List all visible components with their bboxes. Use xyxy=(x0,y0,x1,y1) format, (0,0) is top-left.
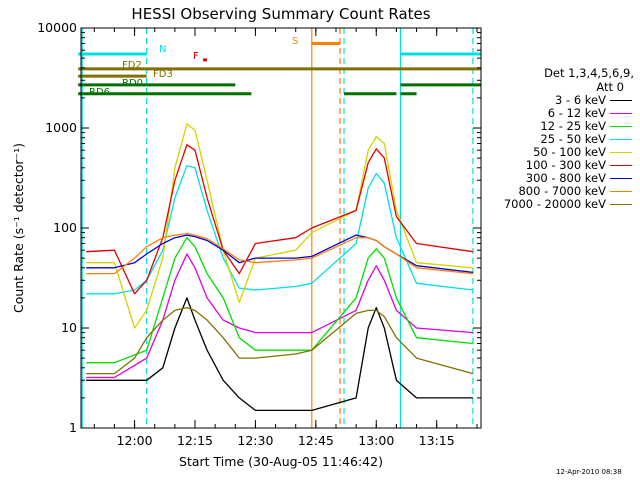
x-tick-label: 13:15 xyxy=(419,433,455,448)
legend-swatch xyxy=(610,113,632,114)
series-line xyxy=(86,144,473,295)
legend-entry-label: 6 - 12 keV xyxy=(547,106,606,120)
legend-entry-label: 12 - 25 keV xyxy=(540,119,606,133)
legend-swatch xyxy=(610,204,632,205)
legend-entry-label: 800 - 7000 keV xyxy=(518,184,606,198)
series-line xyxy=(86,232,473,275)
series-line xyxy=(86,237,473,364)
status-marker-label: RD6 xyxy=(89,87,110,98)
status-marker-label: FD3 xyxy=(153,69,173,80)
y-tick-label: 10 xyxy=(61,320,77,335)
legend-swatch xyxy=(610,152,632,153)
status-marker-label: FD2 xyxy=(122,60,142,71)
status-marker-label: N xyxy=(159,44,166,55)
legend-entry-label: 7000 - 20000 keV xyxy=(503,197,606,211)
legend-entry: 800 - 7000 keV xyxy=(478,185,634,198)
legend-entry: 50 - 100 keV xyxy=(478,146,634,159)
status-marker-label: S xyxy=(292,36,298,47)
legend-entry-label: 100 - 300 keV xyxy=(525,158,606,172)
legend-entry-label: 25 - 50 keV xyxy=(540,132,606,146)
render-timestamp: 12-Apr-2010 08:38 xyxy=(556,468,622,476)
y-axis-label: Count Rate (s⁻¹ detector⁻¹) xyxy=(11,143,26,313)
legend-entry: 6 - 12 keV xyxy=(478,107,634,120)
x-tick-label: 12:15 xyxy=(177,433,213,448)
y-tick-label: 1000 xyxy=(45,120,77,135)
legend-swatch xyxy=(610,191,632,192)
legend-swatch xyxy=(610,165,632,166)
series-line xyxy=(86,306,474,375)
series-line xyxy=(86,123,473,329)
legend-header-line: Att 0 xyxy=(596,80,624,94)
status-marker-label: RD0 xyxy=(122,78,143,89)
series-line xyxy=(86,253,473,379)
legend-swatch xyxy=(610,100,632,101)
legend-entry: 300 - 800 keV xyxy=(478,172,634,185)
x-tick-label: 12:45 xyxy=(298,433,334,448)
status-marker-label: F xyxy=(193,51,199,62)
legend-entry: 7000 - 20000 keV xyxy=(478,198,634,211)
legend-swatch xyxy=(610,139,632,140)
legend-swatch xyxy=(610,126,632,127)
legend-header-line: Det 1,3,4,5,6,9, xyxy=(544,66,634,80)
legend-entry-label: 300 - 800 keV xyxy=(525,171,606,185)
x-tick-label: 13:00 xyxy=(358,433,394,448)
legend-entry: 12 - 25 keV xyxy=(478,120,634,133)
legend-swatch xyxy=(610,178,632,179)
x-tick-label: 12:30 xyxy=(237,433,273,448)
series-line xyxy=(86,165,473,295)
legend-entry: 100 - 300 keV xyxy=(478,159,634,172)
y-tick-label: 1 xyxy=(69,420,77,435)
legend-entry-label: 3 - 6 keV xyxy=(555,93,606,107)
legend: Det 1,3,4,5,6,9, Att 0 3 - 6 keV 6 - 12 k… xyxy=(478,66,634,211)
legend-entry: 3 - 6 keV xyxy=(478,94,634,107)
legend-entry-label: 50 - 100 keV xyxy=(533,145,606,159)
y-tick-label: 100 xyxy=(53,220,77,235)
legend-entry: 25 - 50 keV xyxy=(478,133,634,146)
x-tick-label: 12:00 xyxy=(117,433,153,448)
series-line xyxy=(86,297,473,412)
x-axis-label: Start Time (30-Aug-05 11:46:42) xyxy=(179,454,383,469)
legend-header: Det 1,3,4,5,6,9, Att 0 xyxy=(478,66,634,94)
y-tick-label: 10000 xyxy=(37,20,77,35)
chart-title: HESSI Observing Summary Count Rates xyxy=(131,5,430,23)
